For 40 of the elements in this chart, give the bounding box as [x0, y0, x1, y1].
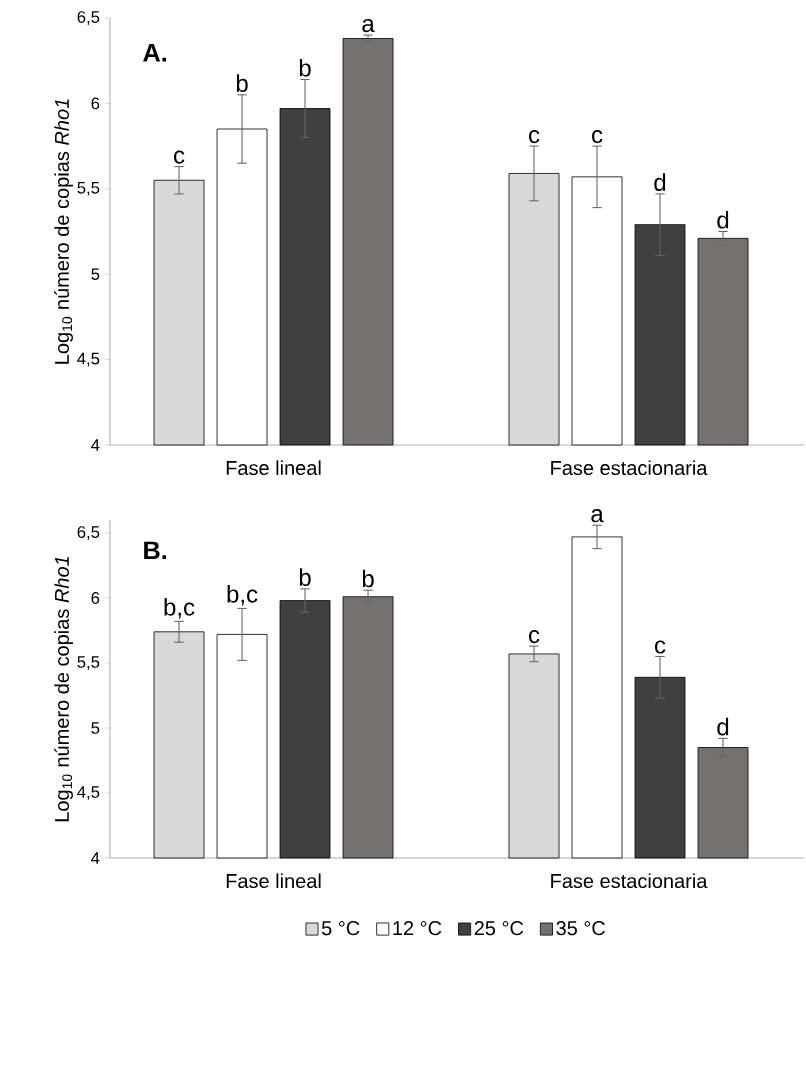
y-tick-label: 6,5	[77, 11, 100, 25]
y-tick-label: 4	[91, 439, 100, 451]
data-label: b	[299, 568, 311, 586]
data-label: a	[362, 18, 375, 33]
data-label: b,c	[227, 585, 258, 606]
y-tick-label: 4,5	[77, 352, 100, 367]
data-label: b	[362, 569, 374, 588]
y-tick-label: 4,5	[77, 786, 100, 800]
y-tick-label: 5	[91, 722, 100, 734]
data-label: c	[529, 630, 540, 644]
x-tick-label: Fase lineal	[226, 873, 321, 889]
y-tick-label: 6	[91, 592, 100, 604]
y-tick-label: 6,5	[77, 526, 100, 540]
legend-label: 35 °C	[556, 921, 606, 936]
y-tick-label: 6	[91, 97, 100, 110]
data-label: a	[591, 509, 604, 523]
legend-label: 25 °C	[474, 921, 524, 936]
y-tick-label: 5,5	[77, 656, 100, 670]
data-label: c	[529, 130, 540, 144]
legend-label: 12 °C	[393, 921, 442, 936]
data-label: b,c	[164, 598, 195, 619]
data-label: d	[654, 173, 666, 191]
data-label: d	[717, 717, 729, 736]
data-label: d	[717, 210, 729, 229]
y-axis-title: Log$_{10}$ número de copias Rho1	[54, 556, 73, 822]
annotation: A.	[143, 44, 167, 62]
data-label: b	[236, 74, 248, 92]
x-tick-label: Fase lineal	[226, 460, 321, 476]
data-label: c	[592, 130, 603, 144]
x-tick-label: Fase estacionaria	[551, 460, 708, 476]
legend-label: 5 °C	[321, 921, 360, 936]
y-tick-label: 4	[91, 852, 100, 864]
data-label: c	[655, 640, 666, 654]
y-axis-title: Log$_{10}$ número de copias Rho1	[54, 99, 73, 364]
y-tick-label: 5,5	[77, 182, 100, 196]
data-label: b	[299, 58, 311, 77]
annotation: B.	[144, 541, 167, 560]
data-label: c	[174, 150, 185, 164]
y-tick-label: 5	[91, 268, 100, 281]
x-tick-label: Fase estacionaria	[551, 873, 708, 889]
